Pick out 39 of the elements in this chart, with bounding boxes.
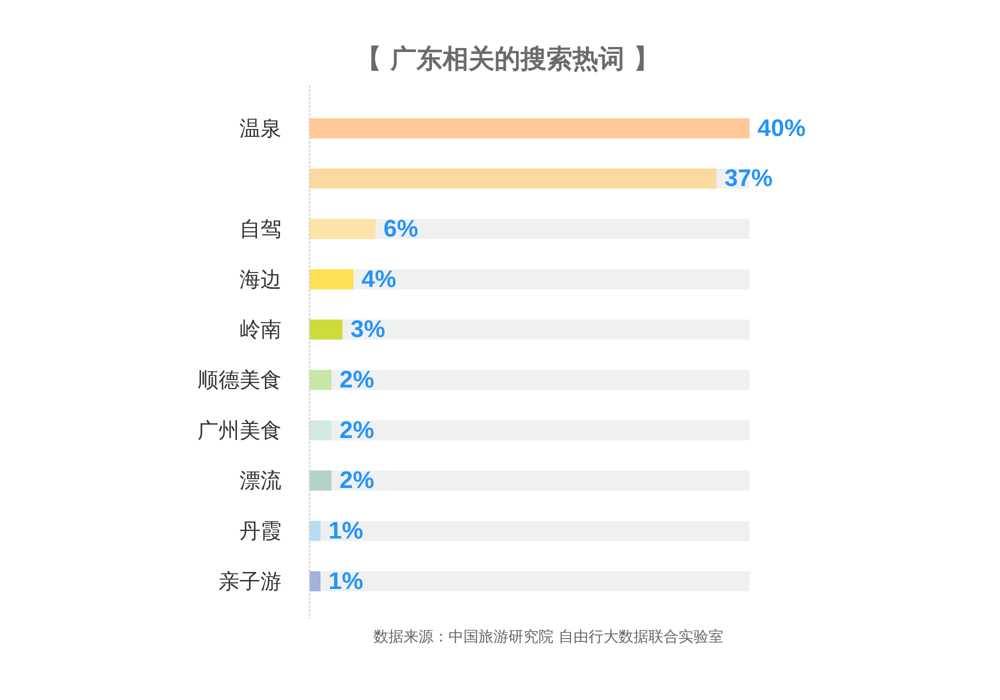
bar (310, 320, 342, 340)
chart-title: 【 广东相关的搜索热词 】 (356, 44, 660, 74)
data-label: 37% (724, 165, 773, 192)
data-label: 40% (758, 114, 806, 142)
bar (310, 269, 354, 290)
y-tick-label: 漂流 (240, 468, 282, 493)
source-note: 数据来源：中国旅游研究院 自由行大数据联合实验室 (374, 628, 724, 646)
y-tick-label: 丹霞 (240, 518, 282, 543)
bar (310, 571, 320, 592)
bar (310, 370, 332, 390)
data-label: 4% (362, 266, 396, 293)
data-label: 2% (340, 366, 374, 394)
bar (320, 571, 750, 592)
y-tick-label: 亲子游 (218, 569, 282, 594)
bar (332, 370, 750, 390)
data-label: 2% (340, 416, 374, 444)
bar (320, 520, 750, 541)
data-label: 6% (384, 215, 418, 242)
y-tick-label: 温泉 (240, 116, 282, 140)
bar (342, 320, 750, 340)
data-label: 1% (328, 517, 364, 544)
bar (310, 168, 716, 189)
bar (376, 218, 750, 240)
y-tick-label: 顺德美食 (198, 368, 282, 392)
bar (332, 420, 750, 440)
y-tick-label: 自驾 (240, 216, 282, 241)
data-label: 1% (328, 568, 364, 595)
bar (310, 470, 332, 491)
bar (310, 218, 376, 240)
data-label: 3% (350, 316, 386, 344)
bar (354, 269, 750, 290)
y-tick-label: 海边 (240, 267, 282, 292)
bar (310, 420, 332, 440)
bar (310, 520, 320, 541)
data-label: 2% (340, 467, 374, 494)
bar (332, 470, 750, 491)
y-tick-label: 岭南 (240, 318, 282, 342)
y-tick-label: 广州美食 (198, 418, 282, 442)
bar (310, 118, 750, 138)
